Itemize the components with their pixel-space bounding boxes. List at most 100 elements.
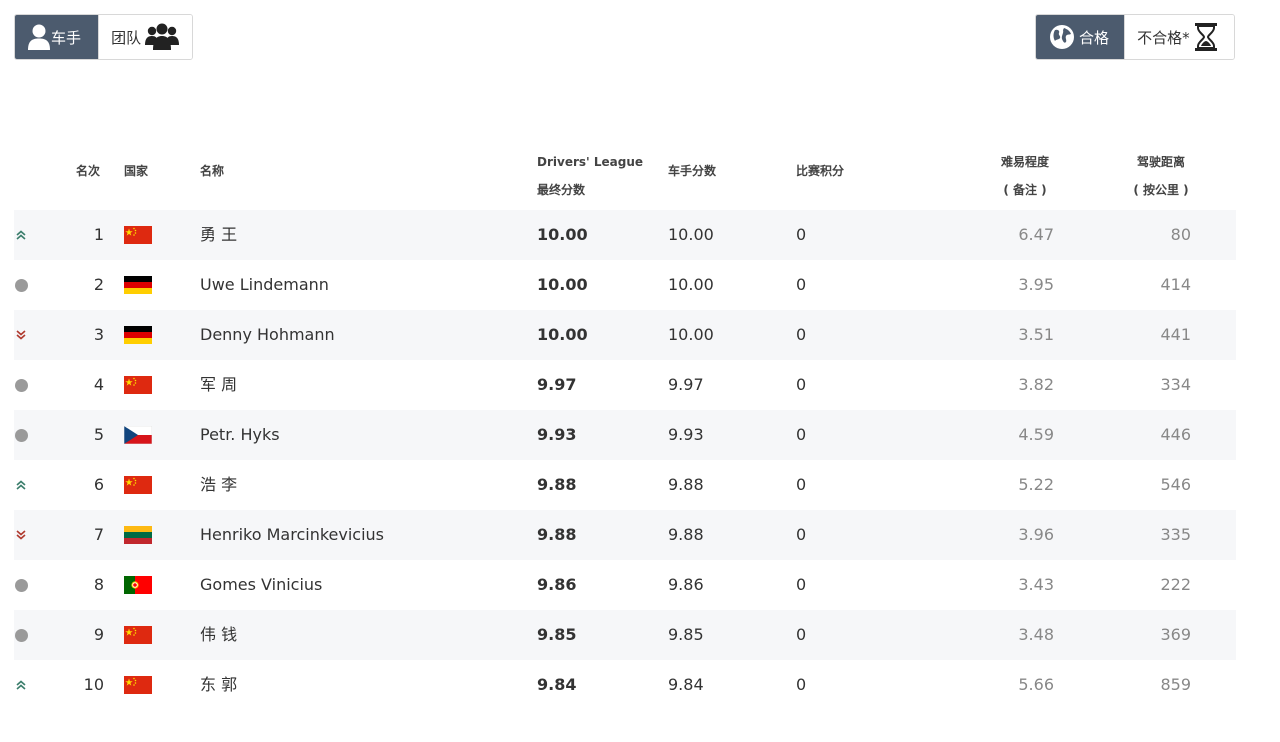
driver-team-toggle: 车手 团队 <box>14 14 193 60</box>
race-points-cell: 0 <box>796 275 807 294</box>
league-score-cell: 9.84 <box>537 675 577 694</box>
league-score-cell: 9.93 <box>537 425 577 444</box>
league-score-cell: 9.86 <box>537 575 577 594</box>
rank-cell: 2 <box>93 275 104 294</box>
col-driver-score-header[interactable]: 车手分数 <box>668 164 717 178</box>
difficulty-cell: 3.43 <box>1018 575 1054 594</box>
person-icon <box>27 23 51 51</box>
rank-down-icon <box>14 510 28 560</box>
country-flag-icon <box>124 460 152 510</box>
col-difficulty-header-line1: 难易程度 <box>1000 155 1049 169</box>
race-points-cell: 0 <box>796 525 807 544</box>
rank-unchanged-icon <box>14 410 28 460</box>
drivers-tab-label: 车手 <box>51 28 82 47</box>
driver-name-cell[interactable]: 勇 王 <box>200 225 238 244</box>
distance-cell: 859 <box>1160 675 1191 694</box>
country-flag-icon <box>124 260 152 310</box>
country-flag-icon <box>124 210 152 260</box>
col-distance-header[interactable]: 驾驶距离 ( 按公里 ) <box>1124 148 1198 204</box>
difficulty-cell: 3.51 <box>1018 325 1054 344</box>
driver-name-cell[interactable]: 东 郭 <box>200 675 238 694</box>
difficulty-cell: 3.96 <box>1018 525 1054 544</box>
distance-cell: 414 <box>1160 275 1191 294</box>
rank-unchanged-icon <box>14 260 28 310</box>
table-row[interactable]: 4 军 周 9.97 9.97 0 3.82 334 <box>14 360 1236 410</box>
col-rank-header[interactable]: 名次 <box>76 164 101 178</box>
distance-cell: 334 <box>1160 375 1191 394</box>
driver-name-cell[interactable]: Denny Hohmann <box>200 325 335 344</box>
driver-score-cell: 9.86 <box>668 575 704 594</box>
rank-cell: 4 <box>93 375 104 394</box>
table-row[interactable]: 5 Petr. Hyks 9.93 9.93 0 4.59 446 <box>14 410 1236 460</box>
driver-name-cell[interactable]: Petr. Hyks <box>200 425 280 444</box>
driver-score-cell: 10.00 <box>668 325 714 344</box>
table-row[interactable]: 6 浩 李 9.88 9.88 0 5.22 546 <box>14 460 1236 510</box>
distance-cell: 441 <box>1160 325 1191 344</box>
teams-tab[interactable]: 团队 <box>98 15 192 59</box>
unqualified-tab-label: 不合格* <box>1137 28 1190 47</box>
rank-cell: 8 <box>93 575 104 594</box>
col-difficulty-header-line2: ( 备注 ) <box>1003 183 1047 197</box>
league-score-cell: 9.85 <box>537 625 577 644</box>
qualified-tab[interactable]: 合格 <box>1036 15 1125 59</box>
race-points-cell: 0 <box>796 325 807 344</box>
driver-score-cell: 9.93 <box>668 425 704 444</box>
rank-cell: 7 <box>93 525 104 544</box>
driver-name-cell[interactable]: Henriko Marcinkevicius <box>200 525 384 544</box>
difficulty-cell: 5.66 <box>1018 675 1054 694</box>
driver-score-cell: 9.85 <box>668 625 704 644</box>
qualification-toggle: 合格 不合格* <box>1035 14 1235 60</box>
col-name-header[interactable]: 名称 <box>200 164 225 178</box>
rank-up-icon <box>14 210 28 260</box>
table-row[interactable]: 3 Denny Hohmann 10.00 10.00 0 3.51 441 <box>14 310 1236 360</box>
race-points-cell: 0 <box>796 625 807 644</box>
distance-cell: 222 <box>1160 575 1191 594</box>
rank-unchanged-icon <box>14 360 28 410</box>
race-points-cell: 0 <box>796 375 807 394</box>
table-row[interactable]: 7 Henriko Marcinkevicius 9.88 9.88 0 3.96 335 <box>14 510 1236 560</box>
rank-cell: 6 <box>93 475 104 494</box>
globe-icon <box>1049 24 1075 50</box>
driver-name-cell[interactable]: Uwe Lindemann <box>200 275 329 294</box>
driver-score-cell: 9.88 <box>668 525 704 544</box>
qualified-tab-label: 合格 <box>1079 28 1110 47</box>
driver-name-cell[interactable]: Gomes Vinicius <box>200 575 323 594</box>
driver-name-cell[interactable]: 浩 李 <box>200 475 238 494</box>
rank-unchanged-icon <box>14 560 28 610</box>
table-row[interactable]: 2 Uwe Lindemann 10.00 10.00 0 3.95 414 <box>14 260 1236 310</box>
difficulty-cell: 5.22 <box>1018 475 1054 494</box>
unqualified-tab[interactable]: 不合格* <box>1124 15 1234 59</box>
col-league-header-line2: 最终分数 <box>537 183 586 197</box>
table-row[interactable]: 1 勇 王 10.00 10.00 0 6.47 80 <box>14 210 1236 260</box>
table-row[interactable]: 9 伟 钱 9.85 9.85 0 3.48 369 <box>14 610 1236 660</box>
race-points-cell: 0 <box>796 475 807 494</box>
drivers-tab[interactable]: 车手 <box>15 15 99 59</box>
driver-name-cell[interactable]: 伟 钱 <box>200 625 238 644</box>
table-row[interactable]: 10 东 郭 9.84 9.84 0 5.66 859 <box>14 660 1236 710</box>
driver-name-cell[interactable]: 军 周 <box>200 375 238 394</box>
country-flag-icon <box>124 510 152 560</box>
rank-cell: 10 <box>83 675 104 694</box>
col-country-header[interactable]: 国家 <box>124 164 149 178</box>
distance-cell: 369 <box>1160 625 1191 644</box>
league-score-cell: 10.00 <box>537 325 588 344</box>
table-row[interactable]: 8 Gomes Vinicius 9.86 9.86 0 3.43 222 <box>14 560 1236 610</box>
col-difficulty-header[interactable]: 难易程度 ( 备注 ) <box>994 148 1056 204</box>
league-score-cell: 9.88 <box>537 475 577 494</box>
race-points-cell: 0 <box>796 225 807 244</box>
col-race-points-header[interactable]: 比赛积分 <box>796 164 845 178</box>
table-header: 名次 国家 名称 Drivers' League 最终分数 车手分数 比赛积分 … <box>14 130 1236 210</box>
difficulty-cell: 6.47 <box>1018 225 1054 244</box>
col-league-header[interactable]: Drivers' League 最终分数 <box>537 148 643 204</box>
country-flag-icon <box>124 360 152 410</box>
difficulty-cell: 4.59 <box>1018 425 1054 444</box>
col-distance-header-line2: ( 按公里 ) <box>1133 183 1189 197</box>
distance-cell: 446 <box>1160 425 1191 444</box>
ranking-table: 名次 国家 名称 Drivers' League 最终分数 车手分数 比赛积分 … <box>14 130 1236 710</box>
distance-cell: 80 <box>1170 225 1191 244</box>
league-score-cell: 9.88 <box>537 525 577 544</box>
teams-tab-label: 团队 <box>111 28 142 47</box>
rank-down-icon <box>14 310 28 360</box>
rank-cell: 3 <box>93 325 104 344</box>
